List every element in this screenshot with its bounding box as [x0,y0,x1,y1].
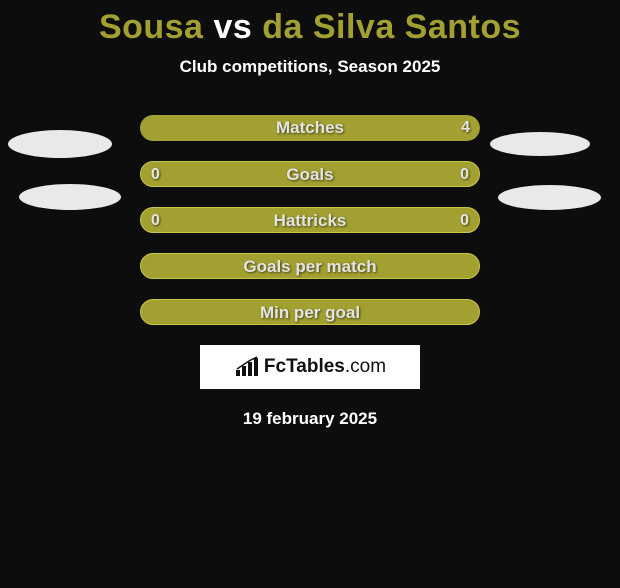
stat-label: Hattricks [141,208,479,233]
snapshot-date: 19 february 2025 [0,409,620,429]
bars-icon [234,356,260,378]
stat-row: 00Hattricks [140,207,480,233]
vs-separator: vs [213,8,252,46]
stat-row: 00Goals [140,161,480,187]
stat-label: Goals [141,162,479,187]
player-avatar-placeholder [19,184,121,210]
player-avatar-placeholder [498,185,601,210]
player-1-name: Sousa [99,8,204,46]
player-avatar-placeholder [8,130,112,158]
stat-row: Min per goal [140,299,480,325]
comparison-subtitle: Club competitions, Season 2025 [0,57,620,77]
logo-text: FcTables.com [264,356,386,378]
stat-label: Matches [140,115,480,141]
player-avatar-placeholder [490,132,590,156]
stat-row: Goals per match [140,253,480,279]
logo-text-bold: FcTables [264,356,345,377]
comparison-title: Sousa vs da Silva Santos [0,8,620,47]
player-2-name: da Silva Santos [262,8,521,46]
stat-label: Goals per match [141,254,479,279]
stats-container: 4Matches 00Goals 00Hattricks Goals per matc… [140,115,480,325]
fctables-logo: FcTables.com [200,345,420,389]
stat-label: Min per goal [141,300,479,325]
stat-row: 4Matches [140,115,480,141]
logo-text-light: .com [345,356,386,377]
